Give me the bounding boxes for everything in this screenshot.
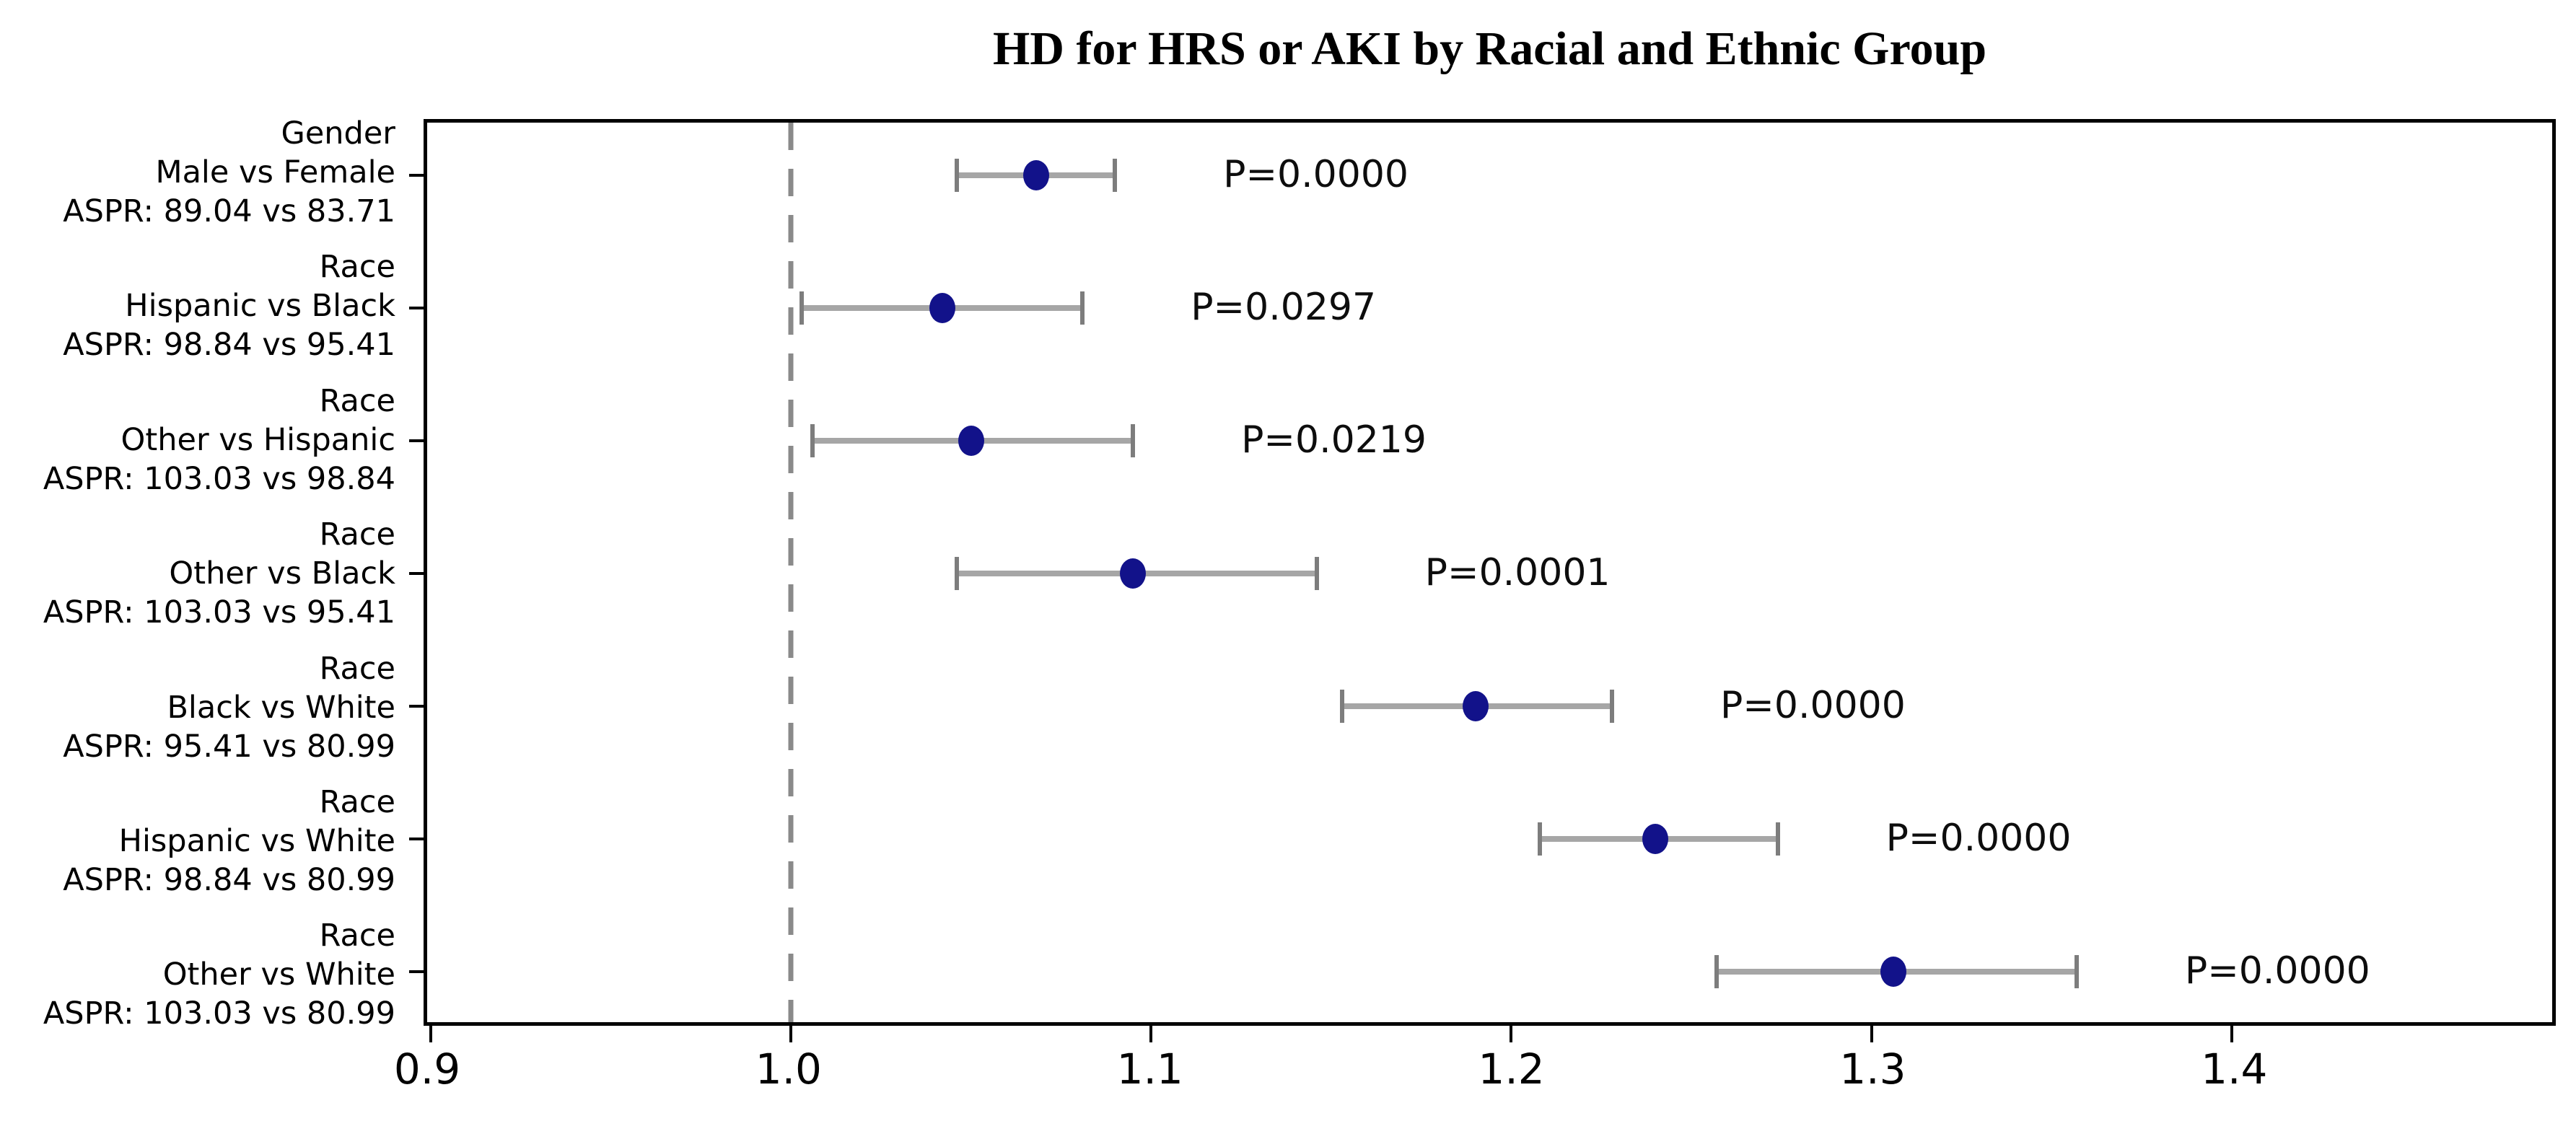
group-label: Race — [319, 918, 395, 954]
comparison-label: Other vs White — [162, 957, 395, 993]
forest-row: P=0.0001 — [427, 123, 2552, 1022]
x-axis-tick — [1510, 1022, 1513, 1042]
aspr-label: ASPR: 98.84 vs 95.41 — [63, 327, 395, 364]
ci-cap-upper — [2075, 954, 2080, 988]
forest-row: P=0.0219 — [427, 123, 2552, 1022]
ci-cap-lower — [1339, 690, 1344, 724]
x-axis-tick-label: 1.4 — [2201, 1045, 2268, 1094]
x-axis-tick-labels: 0.9 1.0 1.1 1.2 1.3 1.4 — [394, 1045, 2556, 1102]
group-label: Race — [319, 784, 395, 820]
p-value-label: P=0.0000 — [1719, 683, 1906, 727]
aspr-label: ASPR: 103.03 vs 80.99 — [43, 995, 395, 1032]
p-value-label: P=0.0000 — [1885, 816, 2072, 860]
ci-cap-lower — [1714, 954, 1719, 988]
ci-cap-upper — [1113, 159, 1118, 193]
x-axis-tick — [429, 1022, 432, 1042]
x-axis-tick-label: 1.2 — [1478, 1045, 1545, 1094]
comparison-label: Other vs Black — [169, 555, 395, 592]
x-axis-tick — [1870, 1022, 1873, 1042]
forest-row: P=0.0000 — [427, 123, 2552, 1022]
x-axis-tick — [2230, 1022, 2233, 1042]
forest-row: P=0.0000 — [427, 123, 2552, 1022]
ci-cap-upper — [1080, 291, 1085, 325]
group-label: Race — [319, 382, 395, 419]
ci-cap-lower — [954, 557, 959, 591]
comparison-label: Black vs White — [167, 689, 395, 726]
aspr-label: ASPR: 103.03 vs 95.41 — [43, 594, 395, 631]
y-axis-labels: Gender Male vs Female ASPR: 89.04 vs 83.… — [0, 115, 395, 1032]
comparison-label: Hispanic vs White — [118, 823, 395, 859]
y-axis-tick — [409, 439, 424, 443]
group-label: Race — [319, 650, 395, 687]
aspr-label: ASPR: 98.84 vs 80.99 — [63, 862, 395, 898]
p-value-label: P=0.0000 — [1223, 153, 1409, 197]
aspr-label: ASPR: 95.41 vs 80.99 — [63, 728, 395, 765]
x-axis-tick-label: 1.1 — [1116, 1045, 1183, 1094]
comparison-label: Other vs Hispanic — [121, 421, 395, 458]
ci-cap-lower — [1538, 822, 1543, 856]
p-value-label: P=0.0219 — [1241, 418, 1427, 462]
forest-row: P=0.0000 — [427, 123, 2552, 1022]
y-axis-label: Race Other vs Hispanic ASPR: 103.03 vs 9… — [0, 382, 395, 498]
ci-cap-upper — [1775, 822, 1780, 856]
point-estimate-marker — [958, 426, 984, 457]
y-axis-label: Race Hispanic vs Black ASPR: 98.84 vs 95… — [0, 247, 395, 364]
p-value-label: P=0.0000 — [2184, 949, 2370, 993]
ci-cap-lower — [954, 159, 959, 193]
y-axis-label: Race Hispanic vs White ASPR: 98.84 vs 80… — [0, 783, 395, 900]
y-axis-label: Race Black vs White ASPR: 95.41 vs 80.99 — [0, 649, 395, 766]
y-axis-label: Gender Male vs Female ASPR: 89.04 vs 83.… — [0, 114, 395, 231]
group-label: Race — [319, 516, 395, 553]
y-axis-tick — [409, 705, 424, 708]
y-axis-label: Race Other vs White ASPR: 103.03 vs 80.9… — [0, 916, 395, 1033]
p-value-label: P=0.0297 — [1191, 286, 1377, 330]
group-label: Gender — [281, 115, 395, 151]
ci-cap-upper — [1610, 690, 1615, 724]
y-axis-tick — [409, 970, 424, 973]
point-estimate-marker — [1642, 824, 1669, 855]
point-estimate-marker — [1880, 956, 1906, 987]
x-axis-tick-label: 1.3 — [1839, 1045, 1906, 1094]
x-axis-tick-label: 0.9 — [393, 1045, 461, 1094]
forest-row: P=0.0000 — [427, 123, 2552, 1022]
chart-title: HD for HRS or AKI by Racial and Ethnic G… — [992, 22, 1987, 75]
point-estimate-marker — [929, 293, 955, 324]
y-axis-tick — [409, 307, 424, 310]
reference-line — [788, 123, 794, 1022]
x-axis-tick-label: 1.0 — [755, 1045, 822, 1094]
point-estimate-marker — [1120, 558, 1147, 589]
group-label: Race — [319, 249, 395, 286]
ci-cap-upper — [1314, 557, 1319, 591]
y-axis-tick — [409, 174, 424, 177]
x-axis-tick — [789, 1022, 793, 1042]
y-axis-label: Race Other vs Black ASPR: 103.03 vs 95.4… — [0, 515, 395, 632]
comparison-label: Male vs Female — [155, 154, 395, 190]
y-axis-tick — [409, 838, 424, 841]
ci-cap-upper — [1131, 424, 1136, 458]
aspr-label: ASPR: 103.03 vs 98.84 — [43, 460, 395, 497]
comparison-label: Hispanic vs Black — [125, 288, 395, 325]
point-estimate-marker — [1022, 160, 1049, 191]
point-estimate-marker — [1462, 691, 1489, 722]
ci-cap-lower — [810, 424, 815, 458]
p-value-label: P=0.0001 — [1424, 550, 1611, 594]
plot-area: P=0.0000 P=0.0297 P=0.0219 P=0.0001 P=0.… — [409, 119, 2556, 1042]
aspr-label: ASPR: 89.04 vs 83.71 — [63, 193, 395, 229]
y-axis-tick — [409, 572, 424, 576]
forest-row: P=0.0297 — [427, 123, 2552, 1022]
x-axis-tick — [1149, 1022, 1153, 1042]
ci-cap-lower — [799, 291, 805, 325]
